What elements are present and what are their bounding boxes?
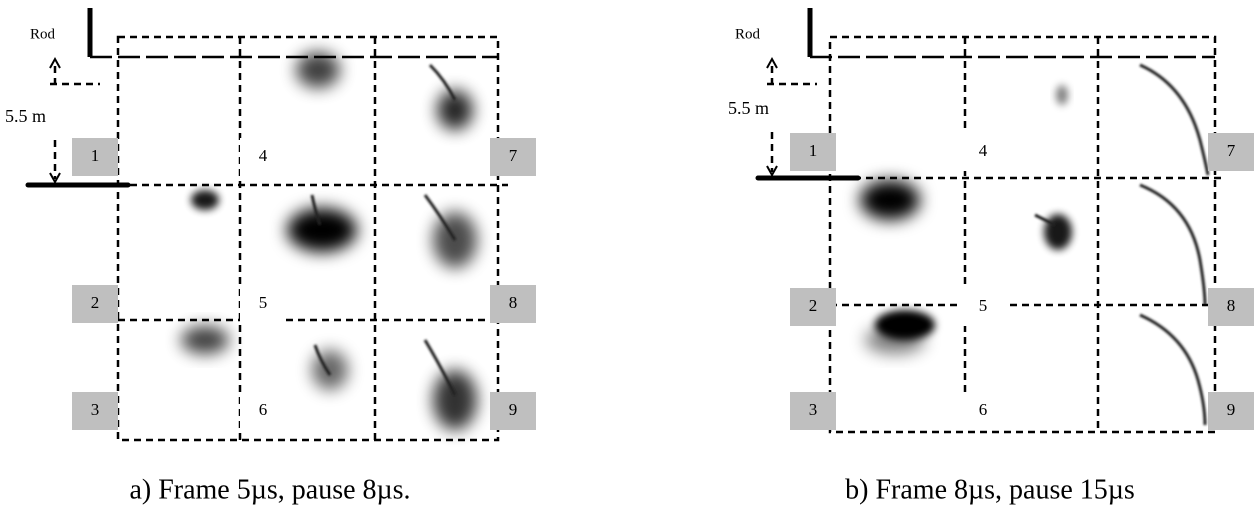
frame-grid-outline bbox=[116, 35, 500, 442]
frame-number-box bbox=[960, 133, 1006, 171]
frame-number-box bbox=[72, 285, 118, 323]
discharge-blob bbox=[860, 180, 920, 220]
frame-number: 2 bbox=[91, 293, 100, 312]
frame-number: 1 bbox=[809, 141, 818, 160]
streamer bbox=[1139, 313, 1207, 426]
caption: b) Frame 8µs, pause 15µs bbox=[845, 474, 1135, 505]
frame-number: 5 bbox=[979, 296, 988, 315]
frame-number: 6 bbox=[259, 400, 268, 419]
frame-number-box bbox=[72, 138, 118, 176]
distance-label: 5.5 m bbox=[728, 98, 769, 118]
streamer bbox=[428, 63, 457, 101]
discharge-blob bbox=[296, 52, 340, 88]
rod-label: Rod bbox=[735, 26, 761, 42]
frame-grid-outline bbox=[828, 35, 1217, 434]
frame-number-box bbox=[960, 392, 1006, 430]
frame-number: 4 bbox=[979, 141, 988, 160]
frame-number: 2 bbox=[809, 296, 818, 315]
discharge-blob bbox=[312, 350, 348, 390]
discharge-blob bbox=[1056, 85, 1068, 105]
frame-number-box bbox=[490, 285, 536, 323]
frame-number: 4 bbox=[259, 146, 268, 165]
frame-number-box bbox=[1208, 392, 1254, 430]
frame-number: 9 bbox=[1227, 400, 1236, 419]
panel: Rod 5.5 m 1 2 3 4 5 6 7 8 9 b) Frame 8µs, pause 15µ… bbox=[728, 8, 1254, 505]
discharge-blob bbox=[437, 90, 473, 130]
streamer bbox=[1034, 213, 1056, 227]
streamer bbox=[310, 194, 322, 226]
arrow-head bbox=[49, 172, 61, 185]
streamer bbox=[423, 339, 457, 396]
frame-number: 8 bbox=[1227, 296, 1236, 315]
frame-number: 7 bbox=[509, 146, 518, 165]
distance-label: 5.5 m bbox=[5, 106, 46, 126]
frame-number-box bbox=[240, 285, 286, 323]
discharge-blob bbox=[433, 370, 477, 430]
frame-number-box bbox=[490, 392, 536, 430]
frame-number: 3 bbox=[809, 400, 818, 419]
discharge-blob bbox=[287, 208, 357, 252]
frame-number: 7 bbox=[1227, 141, 1236, 160]
frame-number-box bbox=[790, 288, 836, 326]
arrow-head bbox=[766, 56, 778, 69]
discharge-blob bbox=[181, 326, 229, 354]
frame-number: 6 bbox=[979, 400, 988, 419]
rod-label: Rod bbox=[30, 26, 56, 42]
frame-number-box bbox=[240, 392, 286, 430]
frame-number-box bbox=[1208, 288, 1254, 326]
frame-number-box bbox=[960, 288, 1006, 326]
discharge-blob bbox=[1044, 214, 1072, 250]
discharge-blob bbox=[865, 326, 925, 354]
discharge-blob bbox=[191, 190, 219, 210]
frame-number-box bbox=[72, 392, 118, 430]
frame-number-box bbox=[1208, 133, 1254, 171]
frame-number-box bbox=[790, 133, 836, 171]
frame-number-box bbox=[790, 392, 836, 430]
frame-number: 9 bbox=[509, 400, 518, 419]
frame-number: 1 bbox=[91, 146, 100, 165]
caption: a) Frame 5µs, pause 8µs. bbox=[129, 474, 410, 505]
frame-number-box bbox=[240, 138, 286, 176]
frame-number: 5 bbox=[259, 293, 268, 312]
frame-number: 8 bbox=[509, 293, 518, 312]
streamer bbox=[1139, 63, 1210, 176]
frame-number: 3 bbox=[91, 400, 100, 419]
streamer bbox=[1139, 183, 1207, 306]
frame-number-box bbox=[490, 138, 536, 176]
panel: Rod 5.5 m 1 2 3 4 5 6 7 8 9 a) Frame 5µs, pause 8µs… bbox=[5, 8, 536, 505]
arrow-head bbox=[766, 165, 778, 178]
streamer bbox=[423, 194, 457, 241]
streamer bbox=[313, 344, 332, 376]
arrow-head bbox=[49, 56, 61, 69]
